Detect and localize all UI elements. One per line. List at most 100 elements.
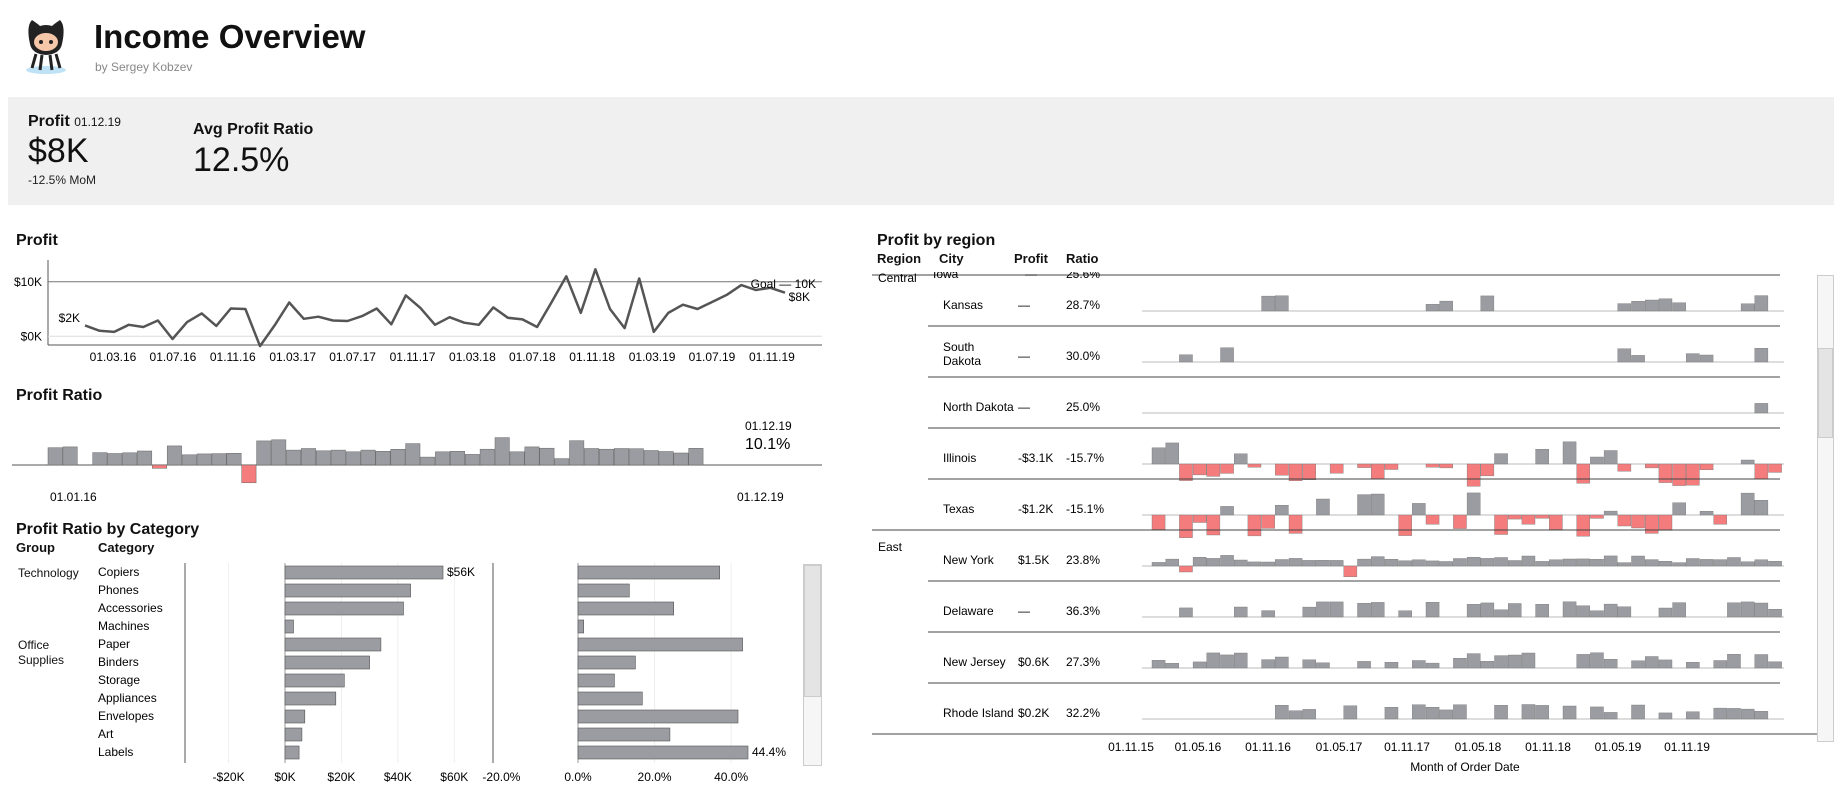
- sparkbar: [1740, 561, 1755, 567]
- sparkbar: [1645, 559, 1659, 567]
- sparkbar: [1480, 295, 1495, 312]
- sparkbar: [1699, 354, 1714, 363]
- ratio-bar: [137, 450, 153, 466]
- sparkbar: [1192, 557, 1207, 567]
- dashboard-title: Income Overview: [94, 18, 366, 55]
- region-x-axis-title: Month of Order Date: [1410, 760, 1520, 774]
- sparkbar: [1590, 610, 1604, 618]
- kpi-profit-date: 01.12.19: [74, 115, 121, 129]
- sparkbar: [1508, 654, 1522, 669]
- ratio-bar: [584, 448, 600, 466]
- sparkbar: [1631, 355, 1645, 363]
- sparkbar: [1412, 704, 1426, 720]
- sparkbar: [1466, 492, 1481, 516]
- sparkbar: [1179, 514, 1193, 538]
- city-name: North Dakota: [943, 400, 1014, 414]
- sparkbar: [1521, 652, 1536, 669]
- cat-ratio-top-label: 44.4%: [752, 745, 786, 759]
- sparkbar: [1686, 353, 1700, 363]
- sparkbar: [1302, 463, 1317, 481]
- sparkbar: [1549, 559, 1563, 567]
- sparkbar: [1329, 601, 1344, 618]
- ratio-bar: [107, 453, 123, 466]
- region-table-chart[interactable]: Iowa — 25.6% Central Kansas — 28.7% SouthDakota…: [872, 272, 1817, 798]
- sparkbar: [1754, 602, 1769, 618]
- sparkbar: [1151, 514, 1166, 530]
- ratio-bar: [375, 451, 391, 466]
- city-profit: $0.6K: [1018, 655, 1049, 669]
- sparkbar: [1261, 295, 1275, 312]
- sparkbar: [1508, 560, 1522, 567]
- sparkbar: [1494, 609, 1508, 618]
- sparkbar: [1466, 557, 1481, 567]
- author-credit: by Sergey Kobzev: [95, 60, 193, 74]
- ratio-header: Ratio: [1066, 251, 1099, 266]
- sparkbar: [1699, 510, 1714, 516]
- sparkbar: [1727, 654, 1741, 669]
- sparkbar: [1425, 560, 1440, 567]
- sparkbar: [1727, 602, 1741, 618]
- cat-profit-bar: [284, 673, 345, 688]
- sparkbar: [1220, 506, 1234, 516]
- city-ratio: 32.2%: [1066, 706, 1100, 720]
- sparkbar: [1234, 453, 1248, 465]
- sparkbar: [1631, 514, 1645, 529]
- sparkbar: [1425, 662, 1440, 669]
- sparkbar: [1398, 610, 1412, 618]
- region-x-tick: 01.05.16: [1175, 740, 1222, 754]
- sparkbar: [1590, 559, 1604, 567]
- sparkbar: [1658, 463, 1673, 483]
- category-scrollbar-thumb[interactable]: [804, 565, 821, 697]
- sparkbar: [1179, 354, 1193, 363]
- sparkbar: [1398, 514, 1412, 536]
- sparkbar: [1699, 559, 1714, 567]
- sparkbar: [1439, 561, 1454, 567]
- cat-ratio-bar: [577, 655, 636, 670]
- category-header: Category: [98, 540, 155, 555]
- cat-profit-bar: [284, 637, 382, 652]
- ratio-bar: [643, 450, 659, 466]
- ratio-bar: [673, 452, 689, 466]
- sparkbar: [1165, 663, 1180, 669]
- github-octocat-logo-icon: [26, 20, 66, 74]
- group-header: Group: [16, 540, 55, 555]
- sparkbar: [1658, 712, 1673, 720]
- cat-profit-bar: [284, 565, 444, 580]
- sparkbar: [1288, 710, 1303, 720]
- sparkbar: [1261, 561, 1275, 567]
- sparkbar: [1343, 565, 1358, 578]
- profit-line-chart[interactable]: $10K $0K $2K Goal — 10K$8K 01.03.16 01.07.16 0…: [0, 250, 830, 370]
- profit-header: Profit: [1014, 251, 1048, 266]
- ratio-last-tick: 01.12.19: [737, 490, 784, 504]
- kpi-profit-mom: -12.5% MoM: [28, 173, 97, 187]
- sparkbar: [1590, 652, 1604, 669]
- sparkbar: [1645, 514, 1659, 534]
- sparkbar: [1234, 559, 1248, 567]
- region-name: East: [878, 540, 903, 554]
- category-bar-charts[interactable]: Copiers Phones Accessories Machines Paper Bin…: [0, 555, 830, 795]
- ratio-bar: [688, 448, 704, 466]
- category-scrollbar[interactable]: [803, 564, 822, 766]
- sparkbar: [1453, 704, 1467, 720]
- sparkbar: [1521, 555, 1536, 567]
- profit-x-tick: 01.11.19: [749, 350, 795, 364]
- region-scrollbar[interactable]: [1817, 275, 1834, 742]
- profit-x-tick: 01.11.17: [390, 350, 436, 364]
- city-ratio: 27.3%: [1066, 655, 1100, 669]
- region-header: Region: [877, 251, 922, 266]
- city-name: New Jersey: [943, 655, 1006, 669]
- region-scrollbar-thumb[interactable]: [1818, 348, 1833, 438]
- region-title: Profit by region: [877, 232, 996, 249]
- sparkbar: [1357, 661, 1371, 669]
- sparkbar: [1439, 463, 1454, 469]
- cat-ratio-bar: [577, 709, 739, 724]
- profit-ratio-bar-chart[interactable]: 01.12.19 10.1% 01.01.16 01.12.19: [0, 415, 830, 510]
- ratio-bar: [330, 449, 346, 466]
- city-ratio: 28.7%: [1066, 298, 1100, 312]
- sparkbar: [1425, 514, 1440, 525]
- sparkbar: [1713, 660, 1728, 669]
- sparkbar: [1672, 463, 1686, 486]
- cat-profit-bar: [284, 691, 337, 706]
- sparkbar: [1384, 707, 1399, 720]
- ratio-bar: [494, 437, 510, 466]
